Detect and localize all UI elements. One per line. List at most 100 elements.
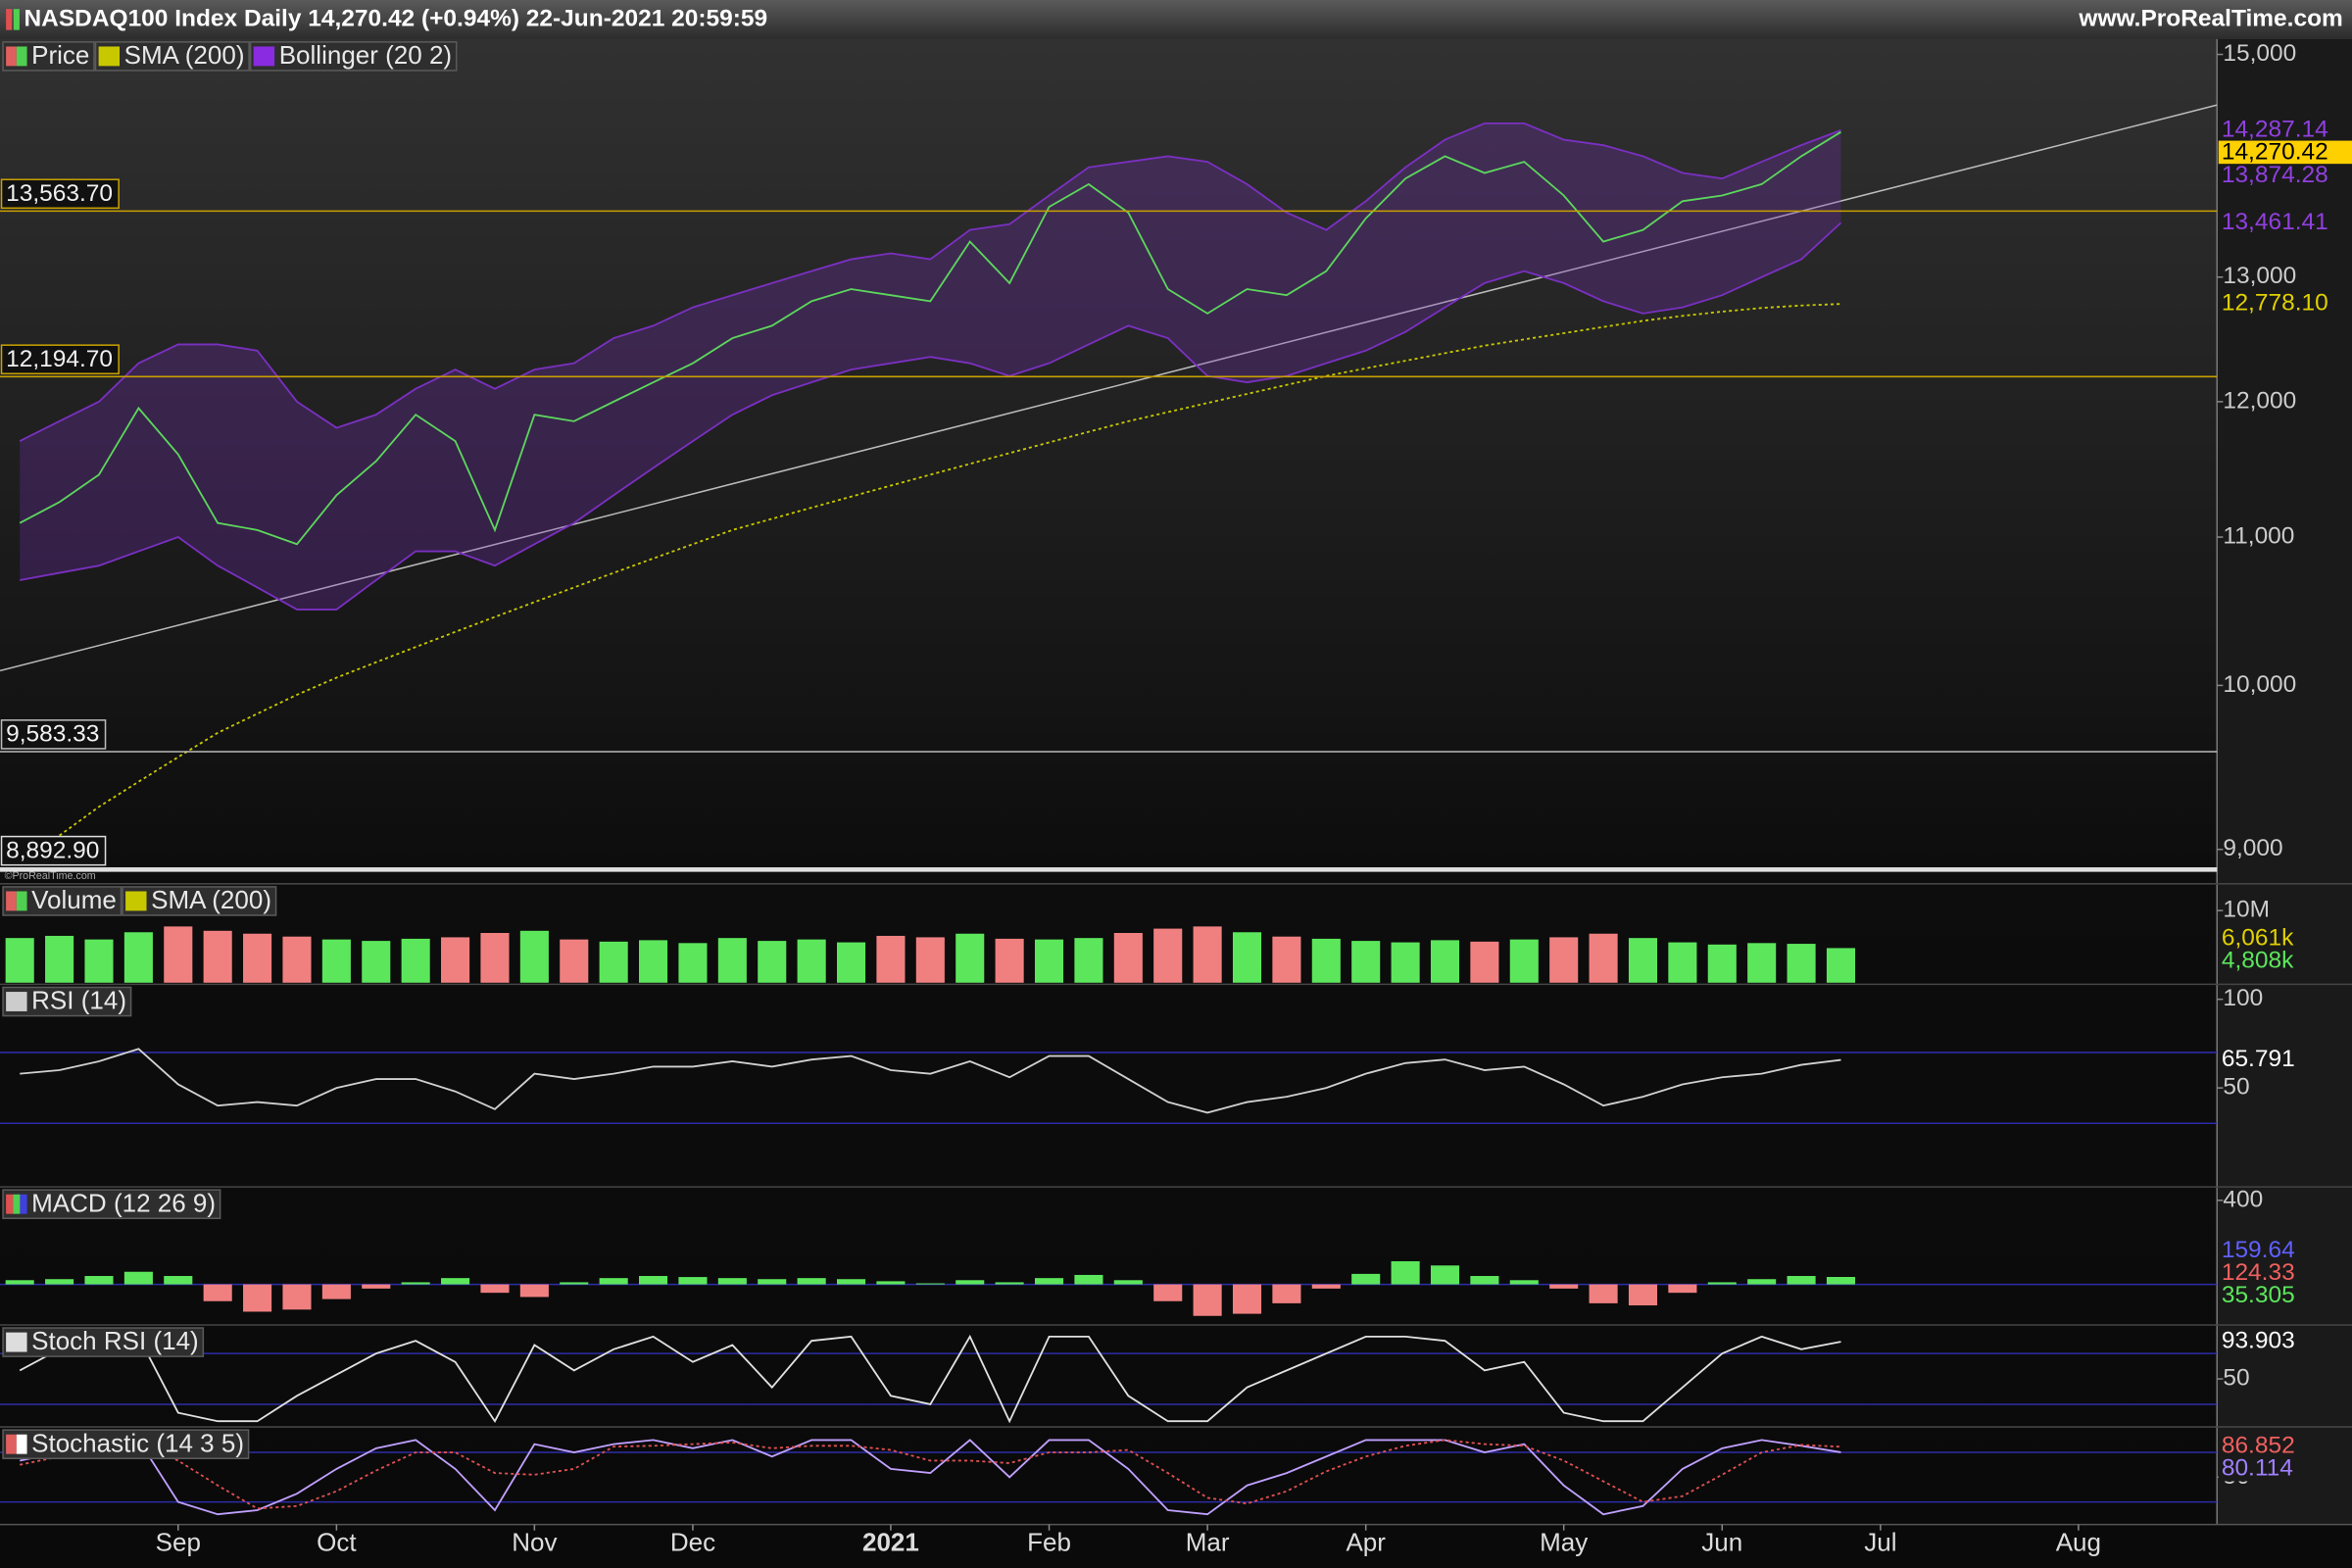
y-tick-label: 11,000 bbox=[2223, 523, 2294, 550]
level-label: 8,892.90 bbox=[6, 837, 99, 863]
legend-swatch bbox=[13, 1194, 21, 1214]
bar bbox=[282, 1284, 312, 1310]
bar bbox=[1272, 936, 1301, 983]
bar bbox=[1074, 1274, 1103, 1285]
x-tick-label: Feb bbox=[1027, 1527, 1071, 1556]
legend-label: MACD (12 26 9) bbox=[31, 1188, 216, 1217]
price-tag: 13,461.41 bbox=[2222, 209, 2328, 235]
bar bbox=[1351, 1273, 1381, 1285]
series-line bbox=[59, 303, 1841, 837]
bar bbox=[599, 1278, 628, 1285]
legend-box bbox=[94, 41, 250, 72]
bar bbox=[995, 1282, 1024, 1285]
bar bbox=[797, 939, 826, 983]
bar bbox=[1391, 942, 1420, 983]
bar bbox=[1232, 1284, 1262, 1314]
price-tag: 124.33 bbox=[2222, 1259, 2295, 1286]
bar bbox=[678, 943, 708, 983]
bar bbox=[717, 1278, 747, 1285]
bar bbox=[1351, 941, 1381, 983]
bar bbox=[995, 938, 1024, 983]
legend-box bbox=[2, 1429, 250, 1459]
bar bbox=[1628, 938, 1658, 983]
series-line bbox=[20, 1439, 1841, 1510]
bar bbox=[678, 1277, 708, 1285]
price-tag-bg bbox=[2218, 1048, 2352, 1072]
bar bbox=[1193, 1284, 1222, 1316]
price-tag-bg bbox=[2218, 118, 2352, 143]
price-tag-bg bbox=[2218, 211, 2352, 235]
panel bbox=[0, 1048, 2218, 1125]
bar bbox=[519, 930, 549, 983]
bar bbox=[1272, 1284, 1301, 1303]
bar bbox=[1747, 1279, 1777, 1285]
bar bbox=[401, 1282, 430, 1285]
bar bbox=[956, 933, 985, 983]
bar bbox=[1074, 938, 1103, 983]
bar bbox=[480, 1284, 510, 1294]
bar bbox=[1668, 1284, 1697, 1294]
price-tag: 93.903 bbox=[2222, 1328, 2295, 1354]
price-tag: 86.852 bbox=[2222, 1433, 2295, 1459]
price-tag-bg bbox=[2218, 1329, 2352, 1354]
y-tick-label: 9,000 bbox=[2223, 835, 2282, 861]
legend-box bbox=[122, 886, 277, 916]
bar bbox=[876, 935, 906, 983]
bollinger-fill bbox=[20, 122, 1841, 610]
bar bbox=[1430, 1265, 1460, 1285]
level-label: 9,583.33 bbox=[6, 721, 99, 748]
y-tick-label: 13,000 bbox=[2223, 263, 2296, 289]
legend-box bbox=[2, 1327, 205, 1357]
bar bbox=[915, 1283, 945, 1285]
level-label: 13,563.70 bbox=[6, 180, 113, 207]
legend-label: Stochastic (14 3 5) bbox=[31, 1428, 244, 1457]
price-tag: 12,778.10 bbox=[2222, 290, 2328, 317]
bar bbox=[915, 937, 945, 983]
price-tag: 80.114 bbox=[2222, 1455, 2293, 1482]
legend-label: Stoch RSI (14) bbox=[31, 1326, 199, 1355]
bar bbox=[1747, 943, 1777, 983]
bar bbox=[5, 1280, 34, 1285]
bar bbox=[1628, 1284, 1658, 1306]
bar bbox=[876, 1281, 906, 1285]
price-tag: 4,808k bbox=[2222, 948, 2294, 974]
bar bbox=[1549, 1284, 1579, 1289]
bar bbox=[243, 933, 272, 983]
x-tick-label: Apr bbox=[1346, 1527, 1386, 1556]
header-title: NASDAQ100 Index Daily 14,270.42 (+0.94%)… bbox=[24, 5, 767, 31]
bar bbox=[1826, 1277, 1856, 1285]
bar bbox=[956, 1280, 985, 1285]
level-label: 12,194.70 bbox=[6, 346, 113, 372]
bar bbox=[1113, 933, 1143, 983]
x-tick-label: Aug bbox=[2056, 1527, 2101, 1556]
bar bbox=[5, 938, 34, 983]
price-tag-bg bbox=[2218, 291, 2352, 317]
series-line bbox=[20, 1048, 1841, 1114]
legend-swatch bbox=[125, 891, 147, 911]
y-tick-label: 10,000 bbox=[2223, 671, 2296, 698]
y-tick-label: 400 bbox=[2223, 1186, 2263, 1212]
x-tick-label: Dec bbox=[670, 1527, 715, 1556]
bar bbox=[1193, 926, 1222, 983]
level-label-box bbox=[0, 835, 107, 866]
bar bbox=[321, 939, 351, 983]
bar bbox=[797, 1278, 826, 1285]
legend-label: SMA (200) bbox=[124, 40, 245, 70]
level-label-box bbox=[0, 178, 120, 210]
price-tag: 35.305 bbox=[2222, 1282, 2295, 1308]
price-tag-bg bbox=[2218, 926, 2352, 952]
bar bbox=[362, 1284, 391, 1289]
bar bbox=[164, 1276, 193, 1285]
y-tick-label: 15,000 bbox=[2223, 40, 2296, 67]
price-tag: 6,061k bbox=[2222, 925, 2294, 952]
x-tick-label: Jun bbox=[1701, 1527, 1742, 1556]
series-line bbox=[19, 1334, 1841, 1424]
price-tag-bg bbox=[2218, 1239, 2352, 1263]
trendline bbox=[0, 104, 2218, 672]
x-tick-label: May bbox=[1540, 1527, 1588, 1556]
bar bbox=[1589, 1284, 1618, 1303]
legend-swatch bbox=[6, 992, 27, 1011]
header-icon bbox=[13, 9, 20, 30]
bar bbox=[441, 1278, 470, 1285]
